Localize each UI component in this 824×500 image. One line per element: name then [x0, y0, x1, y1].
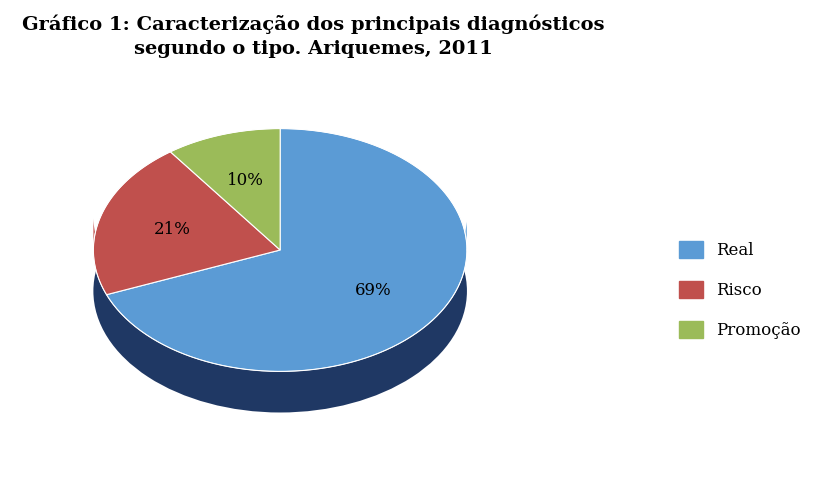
Polygon shape: [106, 128, 467, 372]
Text: 10%: 10%: [227, 172, 264, 189]
Polygon shape: [93, 218, 106, 294]
Text: 69%: 69%: [354, 282, 391, 300]
Polygon shape: [171, 128, 280, 250]
Polygon shape: [106, 216, 280, 294]
Polygon shape: [106, 222, 466, 372]
Text: 21%: 21%: [154, 221, 191, 238]
Legend: Real, Risco, Promoção: Real, Risco, Promoção: [673, 234, 808, 346]
Ellipse shape: [93, 170, 467, 412]
Polygon shape: [93, 152, 280, 294]
Polygon shape: [106, 216, 280, 294]
Text: Gráfico 1: Caracterização dos principais diagnósticos
segundo o tipo. Ariquemes,: Gráfico 1: Caracterização dos principais…: [22, 15, 604, 58]
